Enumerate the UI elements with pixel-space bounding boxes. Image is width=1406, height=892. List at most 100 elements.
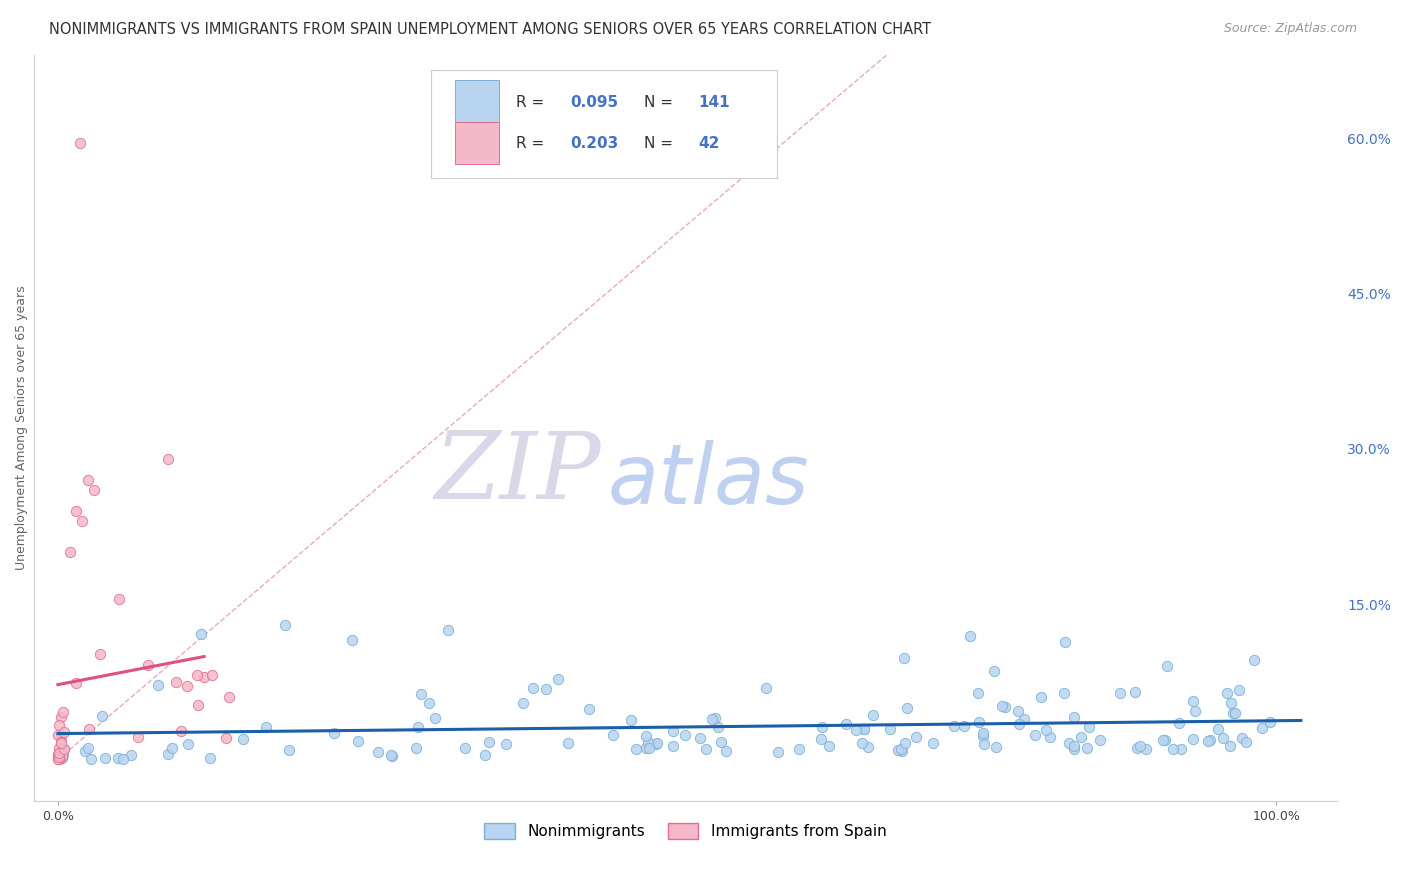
Point — [59, 545, 82, 559]
Text: 42: 42 — [699, 136, 720, 151]
Point — [346, 734, 368, 748]
Point — [80, 752, 103, 766]
Point — [673, 728, 696, 742]
Point — [1168, 716, 1191, 731]
Point — [893, 651, 915, 665]
Point — [65, 676, 87, 690]
Text: 0.203: 0.203 — [571, 136, 619, 151]
Point — [46, 751, 69, 765]
Point — [474, 748, 496, 763]
Point — [620, 713, 643, 727]
Point — [922, 736, 945, 750]
Point — [959, 629, 981, 643]
Point — [851, 736, 873, 750]
Point — [787, 742, 810, 756]
Point — [1123, 685, 1146, 699]
Point — [1039, 730, 1062, 744]
Text: N =: N = — [644, 95, 678, 110]
Point — [991, 698, 1014, 713]
Point — [46, 749, 69, 764]
Point — [973, 738, 995, 752]
Point — [662, 739, 685, 753]
Point — [425, 711, 447, 725]
Point — [890, 744, 912, 758]
Point — [177, 737, 200, 751]
Legend: Nonimmigrants, Immigrants from Spain: Nonimmigrants, Immigrants from Spain — [478, 817, 893, 846]
Point — [478, 735, 501, 749]
Point — [983, 664, 1005, 678]
Point — [704, 711, 727, 725]
Point — [714, 744, 737, 758]
Point — [77, 473, 100, 487]
Point — [187, 698, 209, 713]
Text: atlas: atlas — [607, 440, 808, 521]
Point — [1219, 739, 1241, 753]
Point — [69, 136, 91, 151]
Point — [49, 736, 72, 750]
Point — [52, 747, 75, 762]
Point — [700, 712, 723, 726]
Point — [1227, 682, 1250, 697]
Text: 141: 141 — [699, 95, 730, 110]
Point — [49, 735, 72, 749]
Point — [1007, 705, 1029, 719]
Point — [1012, 712, 1035, 726]
Point — [896, 701, 918, 715]
Point — [48, 746, 70, 760]
Point — [1008, 716, 1031, 731]
Point — [1182, 694, 1205, 708]
Point — [380, 747, 402, 762]
Point — [52, 725, 75, 739]
Point — [887, 743, 910, 757]
Text: 0.095: 0.095 — [571, 95, 619, 110]
Point — [94, 751, 117, 765]
Point — [547, 673, 569, 687]
Point — [193, 670, 215, 684]
Point — [52, 742, 75, 756]
Point — [707, 720, 730, 734]
Point — [845, 723, 868, 738]
Point — [49, 710, 72, 724]
Point — [755, 681, 778, 696]
Point — [1054, 634, 1077, 648]
Point — [46, 728, 69, 742]
Point — [51, 748, 73, 763]
Point — [862, 708, 884, 723]
Point — [695, 742, 717, 756]
FancyBboxPatch shape — [432, 70, 776, 178]
Point — [1197, 733, 1219, 747]
Point — [165, 675, 187, 690]
Point — [108, 591, 131, 606]
Point — [107, 751, 129, 765]
Point — [1161, 741, 1184, 756]
Point — [1170, 742, 1192, 756]
Point — [136, 658, 159, 673]
Point — [1029, 690, 1052, 704]
FancyBboxPatch shape — [454, 121, 499, 164]
Point — [120, 748, 142, 763]
Point — [1076, 740, 1098, 755]
Point — [156, 452, 179, 467]
Point — [710, 734, 733, 748]
Text: N =: N = — [644, 136, 678, 151]
Point — [766, 745, 789, 759]
Text: R =: R = — [516, 136, 550, 151]
Text: NONIMMIGRANTS VS IMMIGRANTS FROM SPAIN UNEMPLOYMENT AMONG SENIORS OVER 65 YEARS : NONIMMIGRANTS VS IMMIGRANTS FROM SPAIN U… — [49, 22, 931, 37]
Point — [453, 740, 475, 755]
Point — [894, 736, 917, 750]
Point — [418, 696, 440, 710]
Point — [953, 719, 976, 733]
Point — [1108, 686, 1130, 700]
Point — [160, 741, 183, 756]
Point — [1063, 742, 1085, 756]
Point — [1088, 733, 1111, 747]
Point — [689, 731, 711, 746]
Point — [1129, 739, 1152, 753]
Point — [1243, 653, 1265, 667]
Y-axis label: Unemployment Among Seniors over 65 years: Unemployment Among Seniors over 65 years — [15, 285, 28, 570]
Point — [967, 686, 990, 700]
Point — [905, 730, 928, 744]
Point — [1063, 709, 1085, 723]
Point — [1063, 739, 1085, 753]
Point — [1212, 731, 1234, 745]
